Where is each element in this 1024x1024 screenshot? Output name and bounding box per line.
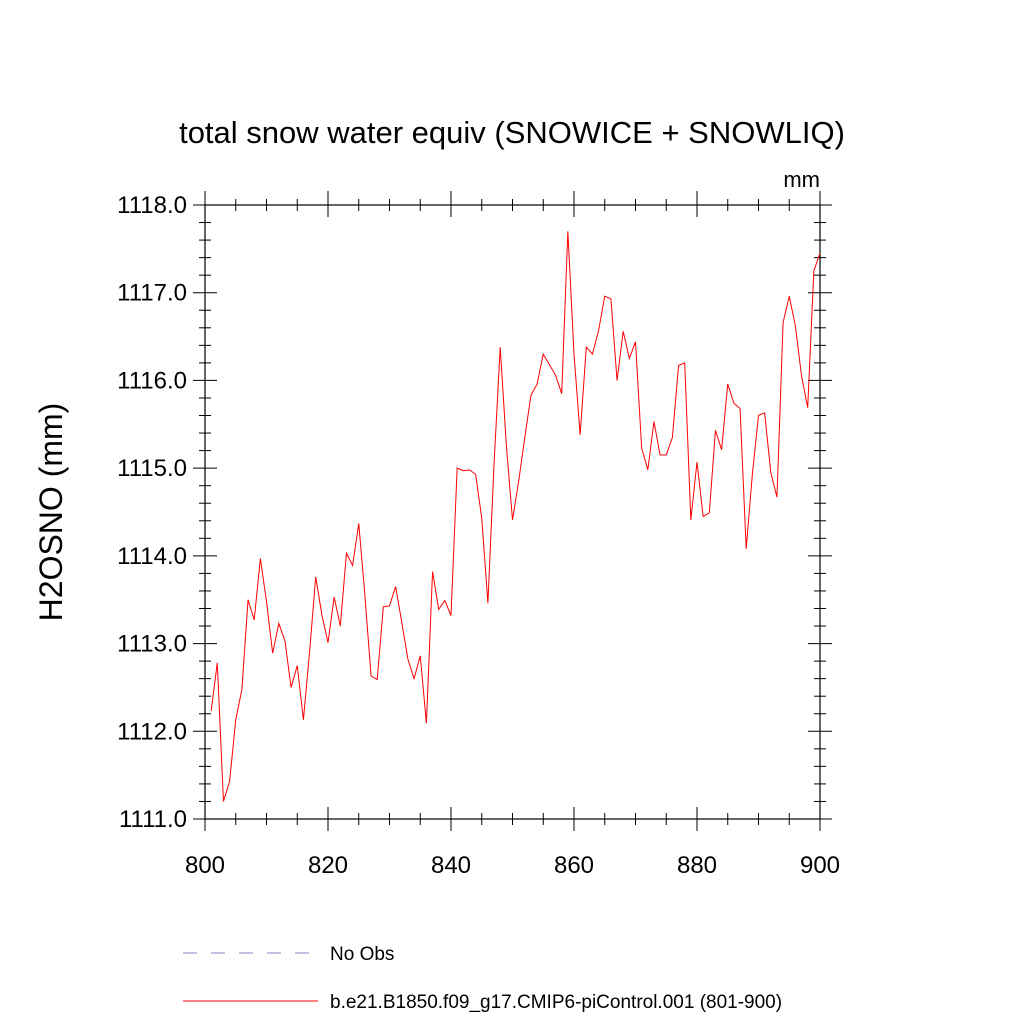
minor-ticks: [199, 199, 826, 825]
series-line-piControl: [210, 231, 821, 802]
x-tick-label: 900: [800, 852, 840, 879]
y-tick-label: 1113.0: [117, 631, 187, 658]
x-tick-label: 860: [554, 852, 594, 879]
y-axis-label: H2OSNO (mm): [33, 403, 69, 622]
x-tick-label: 880: [677, 852, 717, 879]
major-ticks: [193, 191, 832, 831]
y-tick-label: 1114.0: [117, 543, 187, 570]
legend: No Obs b.e21.B1850.f09_g17.CMIP6-piContr…: [183, 944, 782, 1013]
x-tick-label: 840: [431, 852, 471, 879]
x-tick-label: 800: [185, 852, 225, 879]
y-tick-label: 1117.0: [117, 280, 187, 307]
y-tick-labels: 1111.0 1112.0 1113.0 1114.0 1115.0 1116.0 1117…: [117, 192, 187, 833]
units-label: mm: [783, 167, 820, 192]
x-tick-label: 820: [308, 852, 348, 879]
y-tick-label: 1115.0: [117, 455, 187, 482]
y-tick-label: 1111.0: [119, 806, 187, 833]
chart-title: total snow water equiv (SNOWICE + SNOWLI…: [179, 115, 845, 150]
legend-label-no-obs: No Obs: [330, 944, 394, 965]
legend-label-picontrol: b.e21.B1850.f09_g17.CMIP6-piControl.001 …: [330, 992, 782, 1013]
y-tick-label: 1116.0: [117, 367, 187, 394]
y-tick-label: 1118.0: [117, 192, 187, 219]
y-tick-label: 1112.0: [117, 718, 187, 745]
plot-frame: [204, 204, 821, 820]
x-tick-labels: 800 820 840 860 880 900: [185, 852, 840, 879]
